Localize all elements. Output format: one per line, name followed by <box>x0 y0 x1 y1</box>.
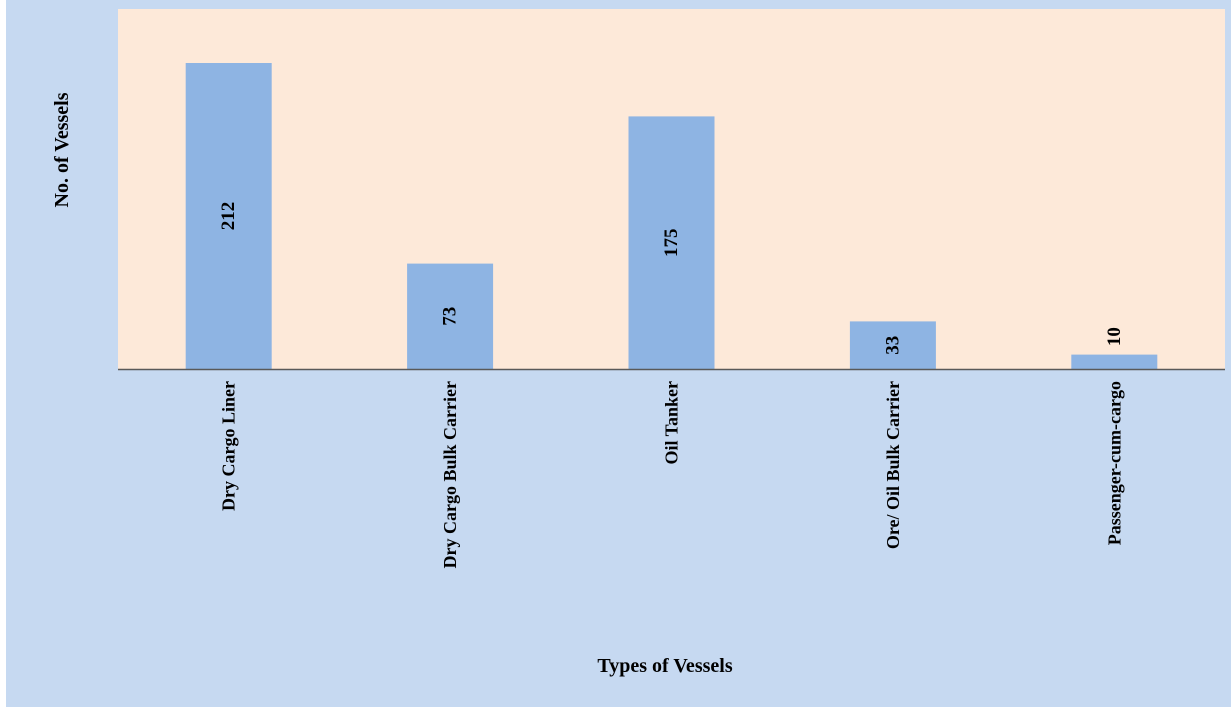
x-tick-label: Dry Cargo Liner <box>219 381 239 511</box>
data-label: 212 <box>218 202 239 231</box>
bar <box>407 263 494 369</box>
x-tick-label: Dry Cargo Bulk Carrier <box>440 381 460 568</box>
bar <box>849 321 936 369</box>
y-axis-title: No. of Vessels <box>51 92 73 207</box>
chart-container: 212 73 175 33 10 Dry Cargo Liner Dry Cargo Bu… <box>6 0 1231 707</box>
data-label: 10 <box>1104 327 1125 346</box>
x-tick-label-group: Dry Cargo Liner Dry Cargo Bulk Carrier Oil… <box>219 381 1125 568</box>
data-label: 73 <box>440 307 461 326</box>
data-label-group: 212 73 175 33 10 <box>218 202 1125 355</box>
data-label: 175 <box>661 228 682 257</box>
data-label: 33 <box>882 336 903 355</box>
x-tick-label: Ore/ Oil Bulk Carrier <box>883 381 903 549</box>
x-tick-label: Passenger-cum-cargo <box>1104 381 1124 545</box>
x-tick-label: Oil Tanker <box>662 381 682 465</box>
bar-group <box>185 63 1158 370</box>
bar <box>185 63 272 369</box>
x-axis-title: Types of Vessels <box>597 655 732 677</box>
bar <box>628 116 715 370</box>
bar <box>1071 354 1158 369</box>
bar-chart: 212 73 175 33 10 Dry Cargo Liner Dry Cargo Bu… <box>6 0 1231 707</box>
